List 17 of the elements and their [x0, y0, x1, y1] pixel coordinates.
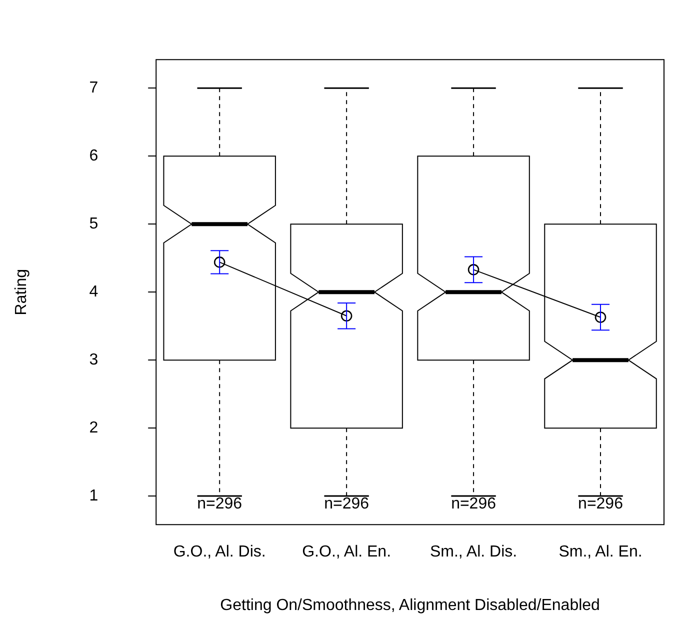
- annotation: n=296: [197, 495, 242, 512]
- annotation: n=296: [324, 495, 370, 512]
- y-tick-label: 6: [89, 148, 98, 165]
- annotation: n=296: [451, 495, 496, 512]
- y-tick-label: 5: [89, 216, 98, 233]
- x-axis-title: Getting On/Smoothness, Alignment Disabled/Enabled: [220, 596, 600, 614]
- y-tick-label: 1: [89, 487, 98, 504]
- y-tick-label: 4: [89, 284, 98, 301]
- x-tick-label: G.O., Al. Dis.: [173, 544, 266, 561]
- x-tick-label: G.O., Al. En.: [302, 544, 392, 561]
- x-tick-label: Sm., Al. En.: [558, 544, 642, 561]
- y-axis-title: Rating: [13, 268, 30, 316]
- y-tick-label: 3: [89, 351, 98, 368]
- annotation: n=296: [578, 495, 624, 512]
- y-tick-label: 7: [89, 80, 98, 97]
- y-tick-label: 2: [89, 419, 98, 436]
- x-tick-label: Sm., Al. Dis.: [430, 544, 518, 561]
